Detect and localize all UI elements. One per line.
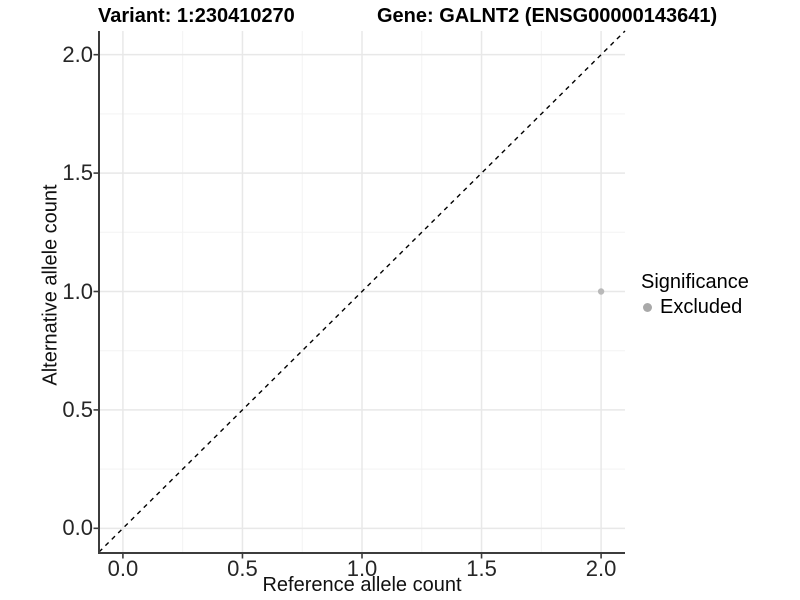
x-axis-title: Reference allele count — [262, 574, 462, 596]
x-tick-label: 0.5 — [227, 556, 258, 581]
x-tick-label: 1.5 — [466, 556, 497, 581]
y-tick-label: 0.0 — [62, 515, 93, 541]
y-tick-label: 2.0 — [62, 41, 93, 67]
x-tick-label: 0.0 — [107, 556, 139, 581]
y-axis-title: Alternative allele count — [39, 184, 62, 386]
y-tick-label: 0.5 — [62, 396, 93, 422]
plot-title-variant: Variant: 1:230410270 — [98, 5, 295, 27]
plot-title-gene: Gene: GALNT2 (ENSG00000143641) — [377, 5, 718, 27]
x-tick-label: 1.0 — [346, 556, 378, 581]
y-tick-label: 1.5 — [62, 160, 93, 186]
legend: Significance Excluded — [641, 271, 749, 318]
x-tick-label: 2.0 — [585, 556, 617, 581]
legend-item-label: Excluded — [660, 296, 743, 318]
data-point — [597, 288, 605, 295]
y-tick-label: 1.0 — [62, 278, 93, 304]
legend-item-excluded: Excluded — [641, 296, 749, 318]
legend-title: Significance — [641, 271, 749, 293]
legend-key-dot-icon — [643, 303, 652, 312]
identity-line — [98, 30, 626, 553]
